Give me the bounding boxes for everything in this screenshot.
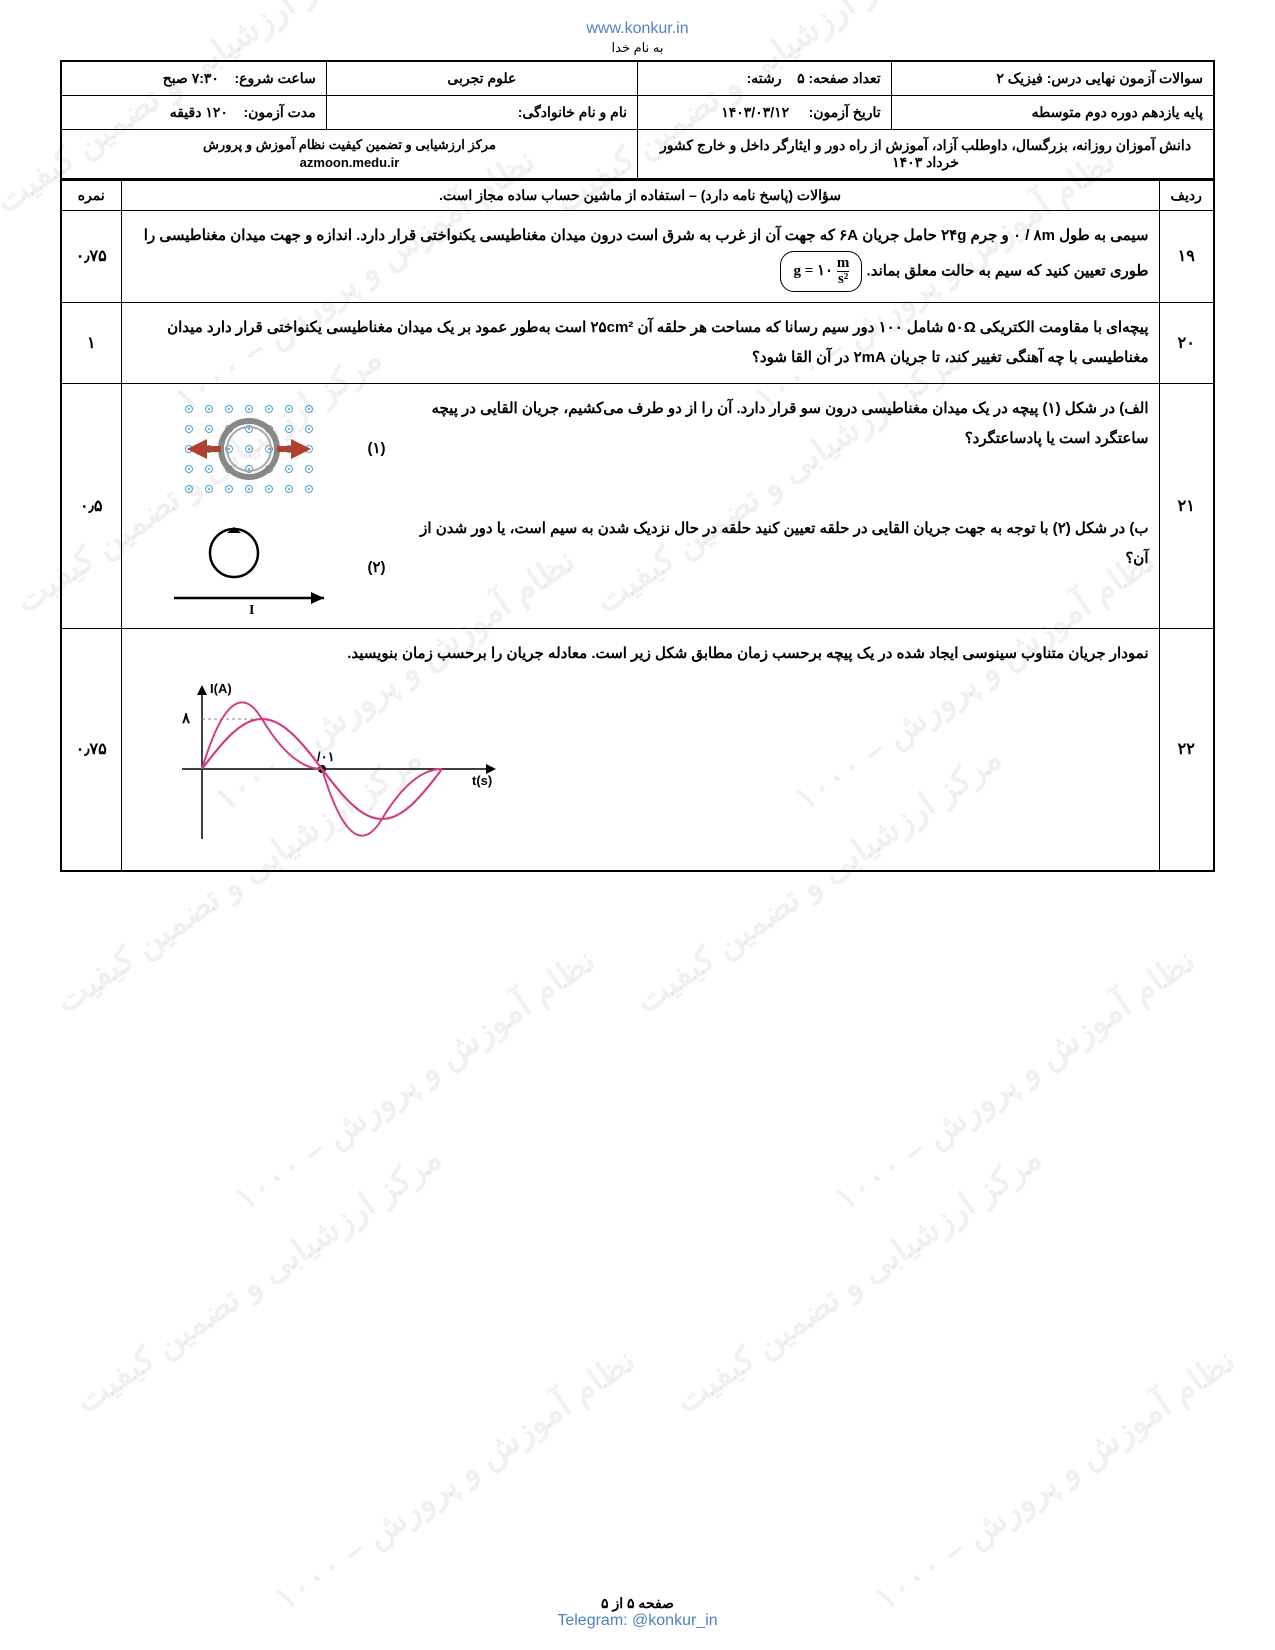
q21-part-b: ب) در شکل (۲) با توجه به جهت جریان القای… (404, 514, 1149, 574)
q21-fig2-label: (۲) (367, 553, 385, 583)
examdate-label: تاریخ آزمون: (809, 104, 881, 120)
q21-fig1-label: (۱) (367, 434, 385, 464)
q21-figure1 (159, 394, 339, 504)
pagecount-value: ۵ (797, 70, 805, 86)
q22-text: نمودار جریان متناوب سینوسی ایجاد شده در … (132, 639, 1149, 669)
q22-score: ۰٫۷۵ (61, 628, 121, 871)
q19-formula: g = ۱۰ ms² (780, 251, 862, 292)
q22-graph: I(A) t(s) ۸ ۰/۰۱ (152, 679, 512, 849)
svg-text:I: I (249, 603, 254, 618)
grade-level: پایه یازدهم دوره دوم متوسطه (1032, 104, 1203, 120)
q22-xaxis-label: t(s) (472, 773, 492, 788)
q20-score: ۱ (61, 302, 121, 383)
examdate-value: ۱۴۰۳/۰۳/۱۲ (721, 104, 789, 121)
q20-text: پیچه‌ای با مقاومت الکتریکی ۵۰Ω شامل ۱۰۰ … (121, 302, 1159, 383)
basmala: به نام خدا (60, 40, 1215, 56)
field-value: علوم تجربی (447, 70, 516, 86)
q19-score: ۰٫۷۵ (61, 210, 121, 302)
col-header-score: نمره (61, 180, 121, 210)
q21-figure2: I (159, 518, 339, 618)
duration-value: ۱۲۰ دقیقه (170, 104, 228, 120)
org-name: مرکز ارزشیابی و تضمین کیفیت نظام آموزش و… (72, 136, 627, 154)
q19-text: سیمی به طول ۰ / ۸m و جرم ۲۴g حامل جریان … (121, 210, 1159, 302)
q21-number: ۲۱ (1159, 383, 1214, 628)
pagecount-label: تعداد صفحه: (808, 70, 880, 86)
q22-yaxis-label: I(A) (210, 681, 232, 696)
q22-ytick: ۸ (181, 710, 191, 727)
telegram-link: Telegram: @konkur_in (0, 1612, 1275, 1630)
page-footer: صفحه ۵ از ۵ (0, 1595, 1275, 1612)
exam-header-table: سوالات آزمون نهایی درس: فیزیک ۲ تعداد صف… (60, 60, 1215, 180)
students-scope: دانش آموزان روزانه، بزرگسال، داوطلب آزاد… (638, 129, 1214, 179)
org-url: azmoon.medu.ir (300, 154, 400, 172)
q22-cell: نمودار جریان متناوب سینوسی ایجاد شده در … (121, 628, 1159, 871)
q21-cell: الف) در شکل (۱) پیچه در یک میدان مغناطیس… (121, 383, 1159, 628)
q21-part-a: الف) در شکل (۱) پیچه در یک میدان مغناطیس… (404, 394, 1149, 454)
questions-table: ردیف سؤالات (پاسخ نامه دارد) – استفاده ا… (60, 180, 1215, 872)
duration-label: مدت آزمون: (243, 104, 315, 120)
col-header-num: ردیف (1159, 180, 1214, 210)
subject-value: فیزیک ۲ (996, 70, 1043, 86)
q19-number: ۱۹ (1159, 210, 1214, 302)
subject-label: سوالات آزمون نهایی درس: (1047, 70, 1203, 86)
field-label: رشته: (747, 70, 782, 86)
col-header-question: سؤالات (پاسخ نامه دارد) – استفاده از ماش… (121, 180, 1159, 210)
starttime-value: ۷:۳۰ صبح (163, 70, 219, 86)
top-url: www.konkur.in (60, 20, 1215, 38)
q20-number: ۲۰ (1159, 302, 1214, 383)
q22-number: ۲۲ (1159, 628, 1214, 871)
q21-score: ۰٫۵ (61, 383, 121, 628)
name-label: نام و نام خانوادگی: (518, 104, 627, 120)
starttime-label: ساعت شروع: (235, 70, 316, 86)
